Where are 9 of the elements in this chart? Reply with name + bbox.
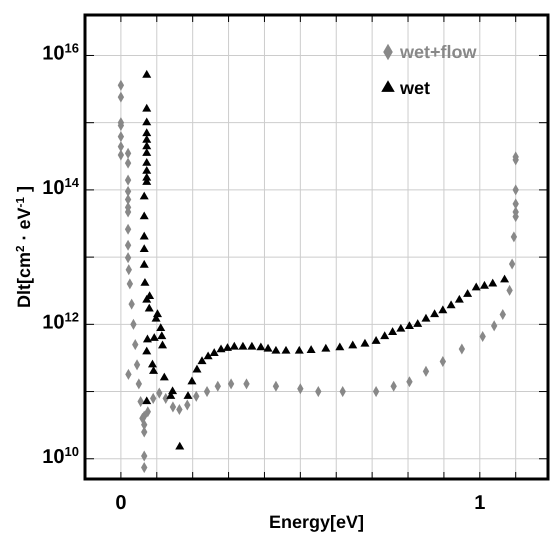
legend-label: wet bbox=[399, 78, 430, 98]
y-tick-label: 10$^{14}$ bbox=[42, 174, 80, 199]
y-tick-label: 10$^{16}$ bbox=[42, 40, 79, 64]
x-tick-label: 1 bbox=[474, 492, 486, 514]
x-tick-label: 0 bbox=[115, 492, 126, 514]
y-tick-label: 10$^{12}$ bbox=[42, 308, 79, 334]
legend-label: wet+flow bbox=[399, 42, 478, 62]
y-tick-label: 10$^{10}$ bbox=[42, 443, 79, 468]
x-axis-title: Energy[eV] bbox=[268, 512, 364, 532]
